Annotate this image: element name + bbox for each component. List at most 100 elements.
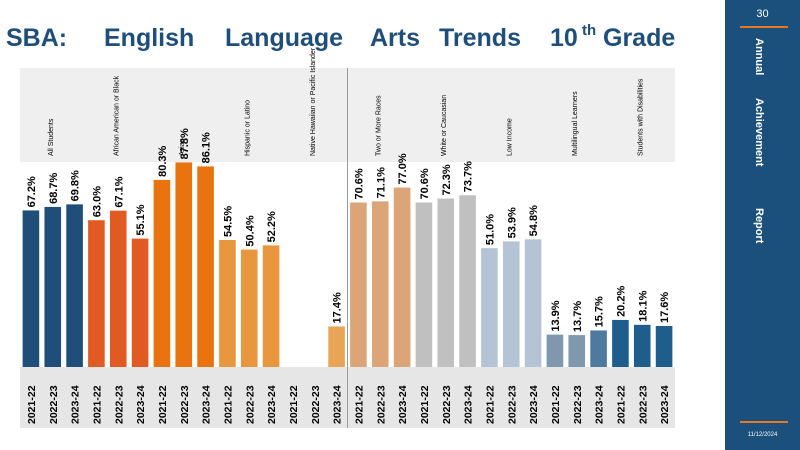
x-tick-label: 2021-22	[288, 385, 300, 424]
bar	[633, 324, 651, 367]
data-label: 71.1%	[375, 167, 387, 198]
x-tick-label: 2021-22	[484, 385, 496, 424]
category-label: Hispanic or Latino	[244, 100, 251, 156]
bar	[371, 201, 389, 367]
data-label: 17.6%	[659, 292, 671, 323]
x-tick-label: 2023-24	[266, 385, 278, 424]
bar	[328, 326, 345, 367]
slide-number: 30	[756, 8, 769, 20]
bar	[415, 202, 433, 367]
x-tick-label: 2021-22	[615, 385, 627, 424]
bar	[197, 166, 214, 367]
x-tick-label: 2023-24	[594, 385, 606, 424]
bar-chart: All Students 67.2% 2021-22 68.7% 2022-23 69.8…	[20, 47, 675, 428]
x-tick-label: 2022-23	[637, 385, 649, 424]
data-label: 70.6%	[419, 168, 431, 199]
x-tick-label: 2023-24	[135, 385, 147, 424]
bar	[44, 206, 62, 367]
bar	[262, 245, 280, 367]
side-word-report: Report	[753, 208, 765, 244]
bar	[175, 162, 193, 367]
data-label: 67.2%	[26, 176, 38, 207]
category-label: White or Caucasian	[441, 95, 448, 156]
side-panel: 30 Annual Achievement Report 11/12/2024	[725, 0, 800, 450]
x-tick-label: 2022-23	[244, 385, 256, 424]
data-label: 86.1%	[201, 132, 213, 163]
data-label: 50.4%	[244, 215, 256, 246]
category-label: Low Income	[506, 118, 513, 156]
category-label: Students with Disabilities	[637, 78, 644, 156]
bar	[524, 239, 542, 367]
bar	[437, 198, 455, 367]
slide-title: SBA: English Language Arts Trends 10 th …	[6, 22, 706, 60]
data-label: 51.0%	[484, 214, 496, 245]
title-word: English	[104, 24, 195, 52]
bar	[219, 240, 236, 367]
bar	[546, 334, 564, 367]
data-label: 55.1%	[135, 204, 147, 235]
data-label: 18.1%	[637, 290, 649, 321]
x-tick-label: 2021-22	[91, 385, 103, 424]
title-word: Arts	[370, 24, 421, 52]
data-label: 72.3%	[441, 164, 453, 195]
data-label: 77.0%	[397, 153, 409, 184]
x-tick-label: 2021-22	[419, 385, 431, 424]
title-word: SBA:	[6, 24, 68, 52]
data-label: 53.9%	[506, 207, 518, 238]
category-label: Multilingual Learners	[572, 91, 579, 156]
side-word-annual: Annual	[753, 38, 765, 76]
bar	[22, 210, 40, 367]
x-tick-label: 2022-23	[48, 385, 60, 424]
category-label: Two or More Races	[375, 95, 382, 156]
data-label: 13.7%	[572, 301, 584, 332]
x-tick-label: 2021-22	[157, 385, 169, 424]
data-label: 20.2%	[615, 286, 627, 317]
data-label: 80.3%	[157, 145, 169, 176]
bar	[240, 249, 258, 367]
data-label: 13.9%	[550, 300, 562, 331]
bar	[459, 195, 476, 367]
bar	[350, 202, 367, 367]
x-tick-label: 2021-22	[550, 385, 562, 424]
bar	[481, 248, 498, 367]
x-tick-label: 2021-22	[222, 385, 234, 424]
category-label: Asian	[179, 138, 186, 156]
data-label: 15.7%	[594, 296, 606, 327]
x-tick-label: 2022-23	[506, 385, 518, 424]
x-tick-label: 2022-23	[179, 385, 191, 424]
x-tick-label: 2023-24	[70, 385, 82, 424]
x-tick-label: 2022-23	[572, 385, 584, 424]
accent-line-top	[740, 26, 788, 28]
data-label: 54.8%	[528, 205, 540, 236]
data-label: 54.5%	[222, 206, 234, 237]
category-label: All Students	[48, 118, 55, 156]
data-label: 67.1%	[113, 176, 125, 207]
data-label: 52.2%	[266, 211, 278, 242]
x-tick-label: 2021-22	[26, 385, 38, 424]
bar	[612, 319, 629, 367]
data-label: 70.6%	[353, 168, 365, 199]
x-tick-label: 2022-23	[113, 385, 125, 424]
title-superscript: th	[582, 22, 597, 39]
x-tick-label: 2022-23	[310, 385, 322, 424]
data-label: 69.8%	[70, 170, 82, 201]
title-word: Trends	[439, 24, 521, 52]
bar	[88, 220, 105, 367]
x-tick-label: 2022-23	[441, 385, 453, 424]
bar	[109, 210, 127, 367]
x-tick-label: 2022-23	[375, 385, 387, 424]
data-label: 17.4%	[332, 292, 344, 323]
category-label: African American or Black	[113, 75, 120, 156]
bar	[131, 238, 149, 367]
accent-line-bottom	[740, 421, 788, 423]
side-word-achievement: Achievement	[753, 98, 765, 167]
x-tick-label: 2023-24	[332, 385, 344, 424]
bar	[590, 330, 607, 367]
category-label: Native Hawaiian or Pacific Islander	[310, 47, 317, 156]
title-word: 10	[550, 24, 578, 52]
bar	[153, 179, 171, 367]
x-tick-label: 2023-24	[397, 385, 409, 424]
bar	[655, 325, 673, 367]
data-label: 73.7%	[463, 161, 475, 192]
x-tick-label: 2023-24	[659, 385, 671, 424]
